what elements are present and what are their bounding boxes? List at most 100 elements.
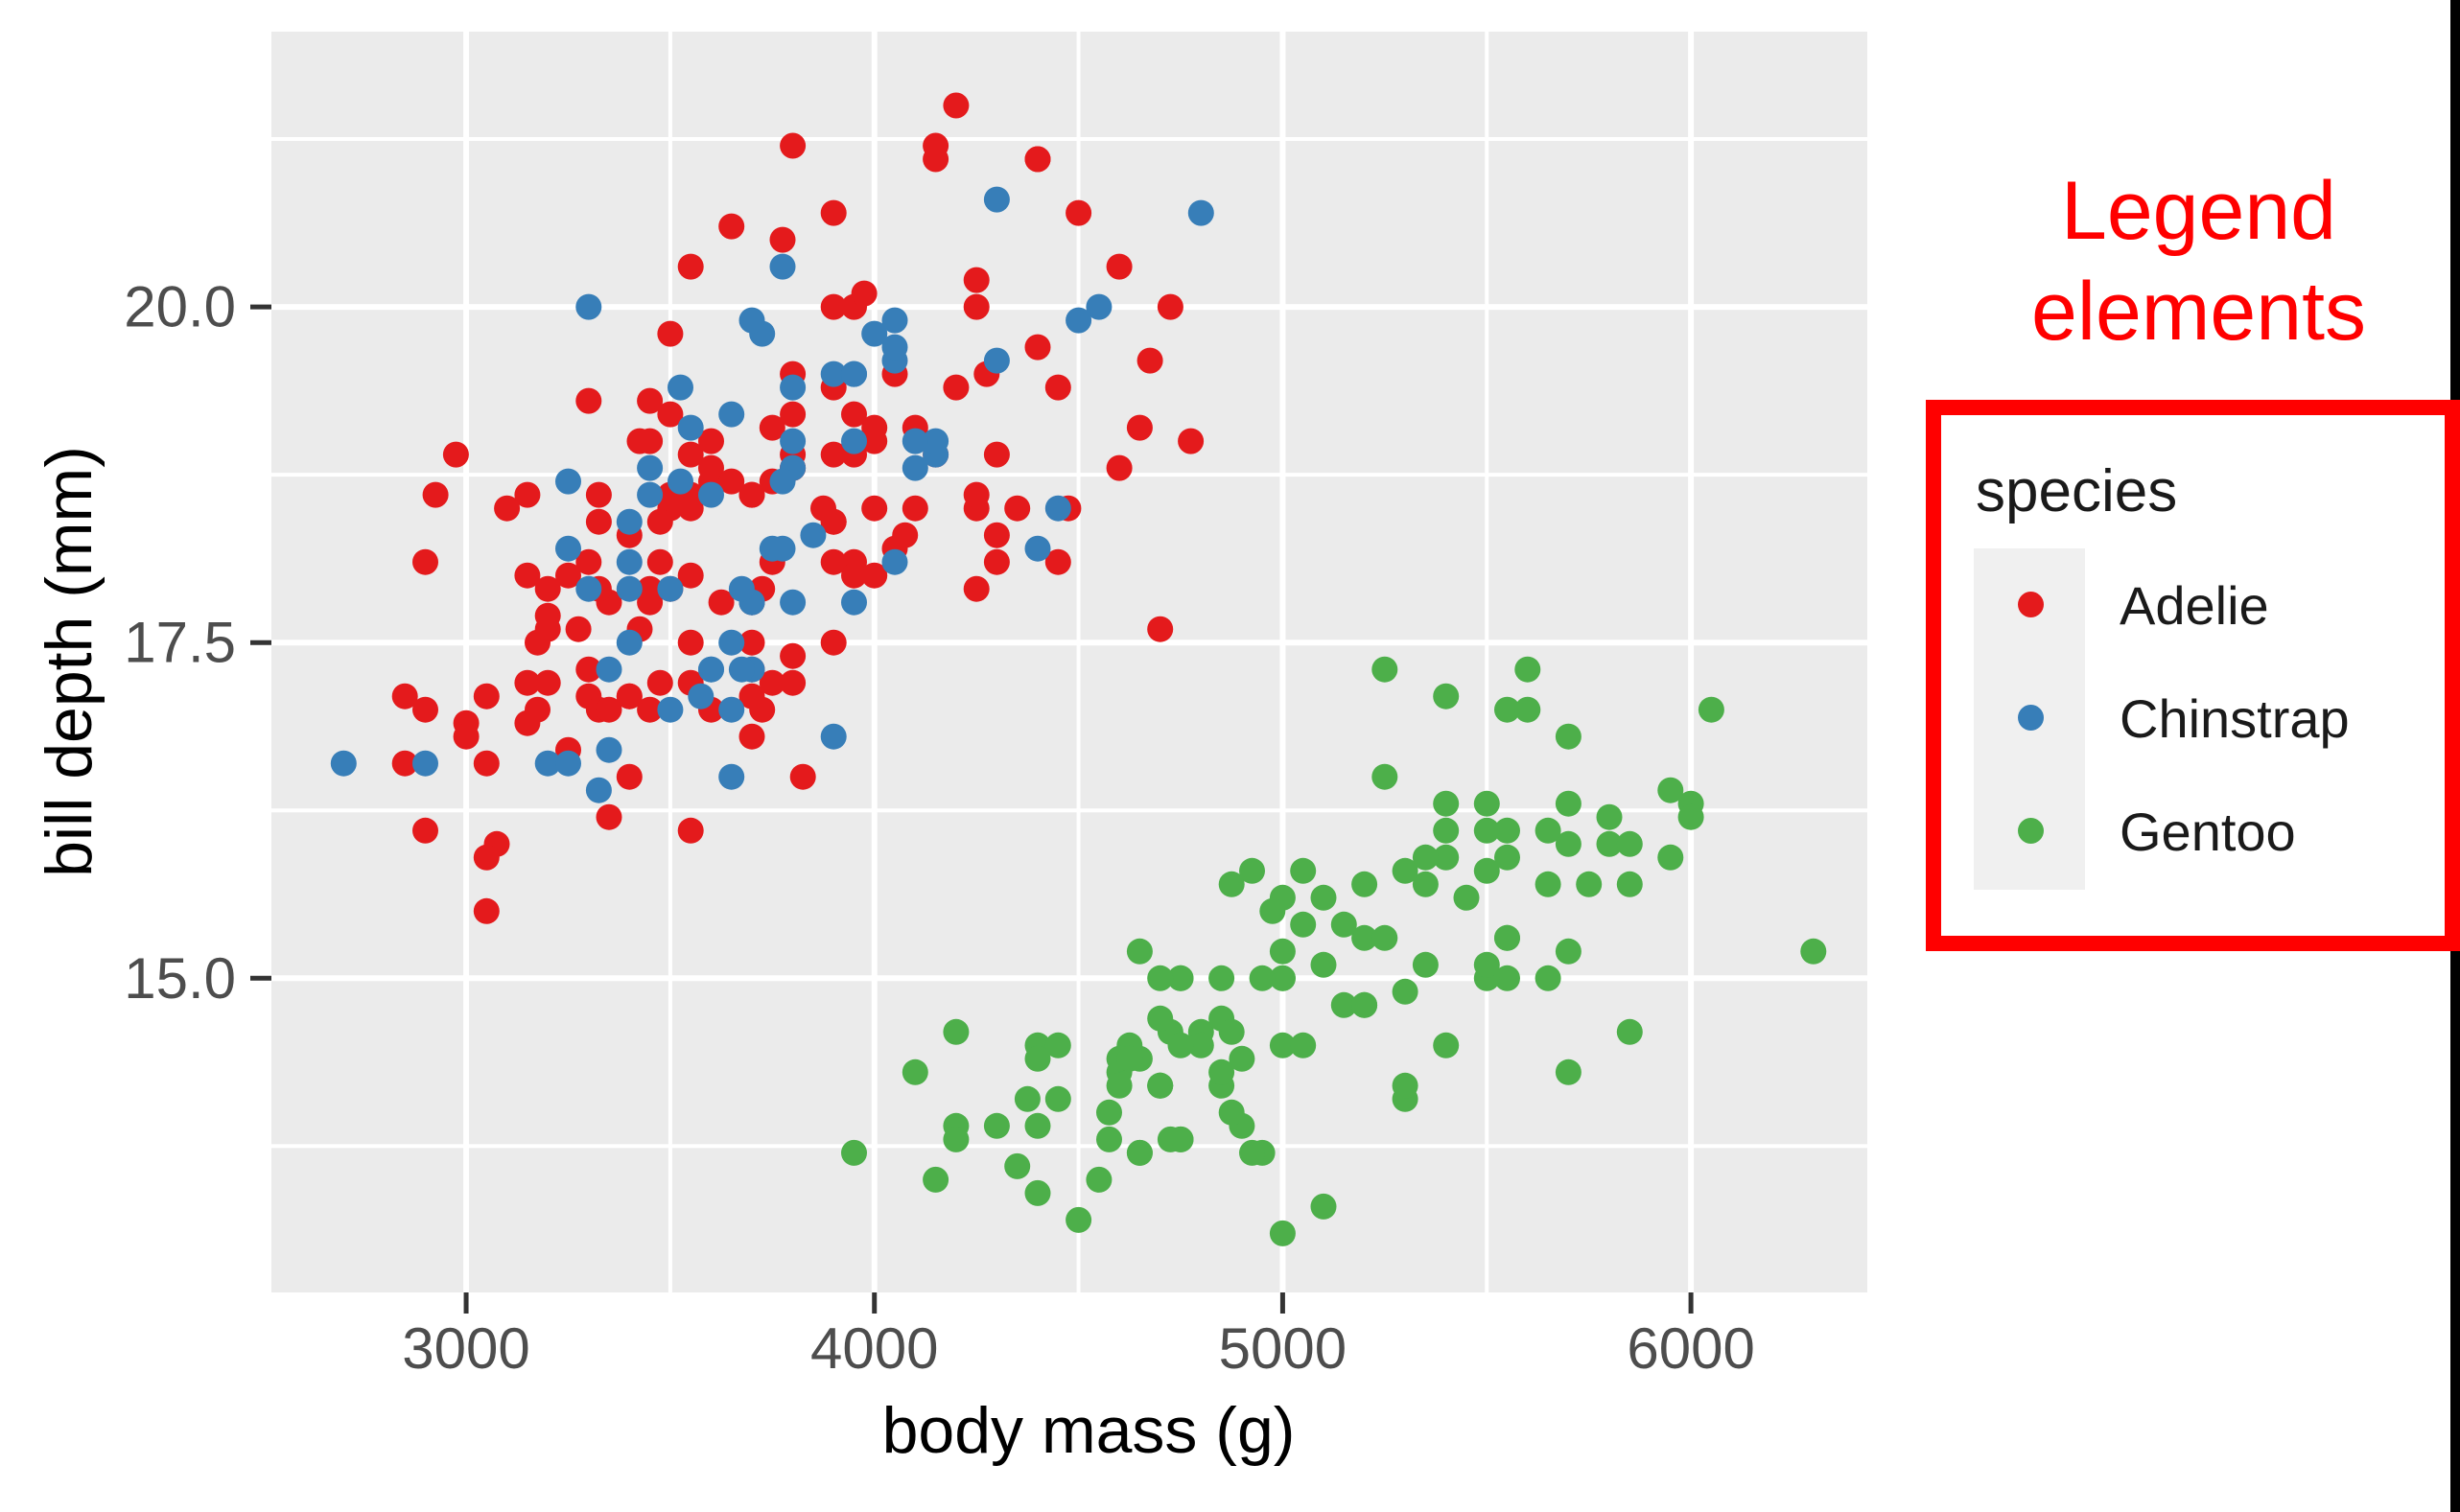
data-point-adelie [473, 683, 500, 709]
y-tick-label: 20.0 [124, 275, 236, 339]
data-point-gentoo [1024, 1045, 1051, 1072]
adelie-point-icon [2018, 592, 2044, 617]
data-point-gentoo [1004, 1152, 1031, 1179]
data-point-chinstrap [677, 414, 704, 441]
data-point-chinstrap [780, 428, 807, 454]
x-tick-label: 6000 [1627, 1316, 1754, 1381]
data-point-adelie [780, 642, 807, 669]
data-point-adelie [626, 428, 653, 454]
data-point-gentoo [1218, 1099, 1245, 1126]
data-point-gentoo [1208, 965, 1235, 991]
data-point-adelie [759, 669, 785, 696]
data-point-gentoo [1086, 1166, 1113, 1193]
data-point-adelie [514, 562, 541, 589]
data-point-gentoo [1433, 844, 1460, 871]
data-point-adelie [473, 897, 500, 924]
data-point-chinstrap [1086, 293, 1113, 320]
data-point-gentoo [1310, 951, 1337, 978]
data-point-gentoo [1330, 991, 1357, 1018]
data-point-adelie [453, 723, 480, 750]
data-point-chinstrap [718, 401, 745, 428]
data-point-gentoo [1412, 871, 1439, 897]
data-point-chinstrap [983, 347, 1010, 374]
data-point-gentoo [1433, 1032, 1460, 1058]
data-point-gentoo [1269, 1032, 1296, 1058]
data-point-chinstrap [983, 186, 1010, 213]
data-point-gentoo [1066, 1206, 1092, 1233]
data-point-gentoo [1167, 965, 1194, 991]
data-point-gentoo [1473, 790, 1500, 817]
legend-label-gentoo: Gentoo [2120, 801, 2296, 862]
data-point-adelie [391, 750, 418, 777]
data-point-chinstrap [780, 374, 807, 401]
data-point-gentoo [1269, 1220, 1296, 1246]
data-point-gentoo [1351, 991, 1378, 1018]
x-axis-title: body mass (g) [882, 1394, 1296, 1467]
data-point-gentoo [1392, 857, 1418, 884]
data-point-gentoo [1535, 965, 1561, 991]
data-point-adelie [657, 320, 684, 347]
data-point-chinstrap [555, 750, 581, 777]
data-point-gentoo [1433, 817, 1460, 844]
data-point-chinstrap [841, 589, 867, 616]
data-point-gentoo [1392, 1072, 1418, 1099]
data-point-adelie [820, 199, 847, 226]
data-point-adelie [738, 683, 765, 709]
data-point-adelie [1126, 414, 1153, 441]
legend-item-adelie: Adelie [1974, 548, 2453, 662]
data-point-chinstrap [330, 750, 357, 777]
data-point-adelie [820, 629, 847, 656]
data-point-gentoo [1555, 790, 1581, 817]
legend-highlight-box: species Adelie Chinstrap Gentoo [1926, 400, 2460, 951]
data-point-gentoo [1106, 1072, 1133, 1099]
data-point-adelie [525, 629, 551, 656]
data-point-chinstrap [575, 293, 602, 320]
data-point-adelie [780, 132, 807, 159]
plot-panel [271, 32, 1867, 1292]
data-point-gentoo [1096, 1126, 1122, 1152]
data-point-chinstrap [555, 535, 581, 562]
data-point-gentoo [1453, 884, 1480, 911]
data-point-adelie [983, 441, 1010, 468]
data-point-adelie [1024, 146, 1051, 173]
data-point-adelie [525, 696, 551, 723]
data-point-adelie [769, 226, 796, 253]
data-point-adelie [810, 495, 836, 522]
data-point-adelie [1178, 428, 1205, 454]
data-point-gentoo [1044, 1032, 1071, 1058]
data-point-chinstrap [841, 361, 867, 387]
data-point-chinstrap [769, 253, 796, 280]
data-point-gentoo [1147, 1072, 1174, 1099]
data-point-chinstrap [657, 696, 684, 723]
data-point-gentoo [841, 1139, 867, 1166]
data-point-chinstrap [881, 334, 908, 361]
data-point-gentoo [1473, 817, 1500, 844]
data-point-gentoo [1218, 871, 1245, 897]
data-point-gentoo [1535, 871, 1561, 897]
data-point-gentoo [1616, 1018, 1643, 1045]
y-axis-title: bill depth (mm) [33, 446, 105, 877]
data-point-chinstrap [902, 454, 928, 481]
data-point-gentoo [1269, 965, 1296, 991]
data-point-chinstrap [668, 468, 693, 495]
data-point-adelie [412, 817, 438, 844]
data-point-gentoo [943, 1126, 970, 1152]
data-point-gentoo [1392, 978, 1418, 1005]
data-point-gentoo [1229, 1045, 1255, 1072]
data-point-chinstrap [637, 454, 664, 481]
data-point-gentoo [1126, 938, 1153, 965]
x-tick-label: 4000 [810, 1316, 938, 1381]
data-point-gentoo [1371, 656, 1398, 683]
legend-item-gentoo: Gentoo [1974, 775, 2453, 888]
data-point-gentoo [1269, 938, 1296, 965]
data-point-gentoo [1239, 1139, 1265, 1166]
data-point-adelie [514, 481, 541, 508]
data-point-adelie [555, 562, 581, 589]
data-point-gentoo [983, 1112, 1010, 1139]
data-point-chinstrap [555, 468, 581, 495]
data-point-chinstrap [718, 763, 745, 790]
data-point-chinstrap [412, 750, 438, 777]
data-point-chinstrap [780, 589, 807, 616]
data-point-gentoo [1657, 844, 1684, 871]
data-point-adelie [861, 495, 888, 522]
